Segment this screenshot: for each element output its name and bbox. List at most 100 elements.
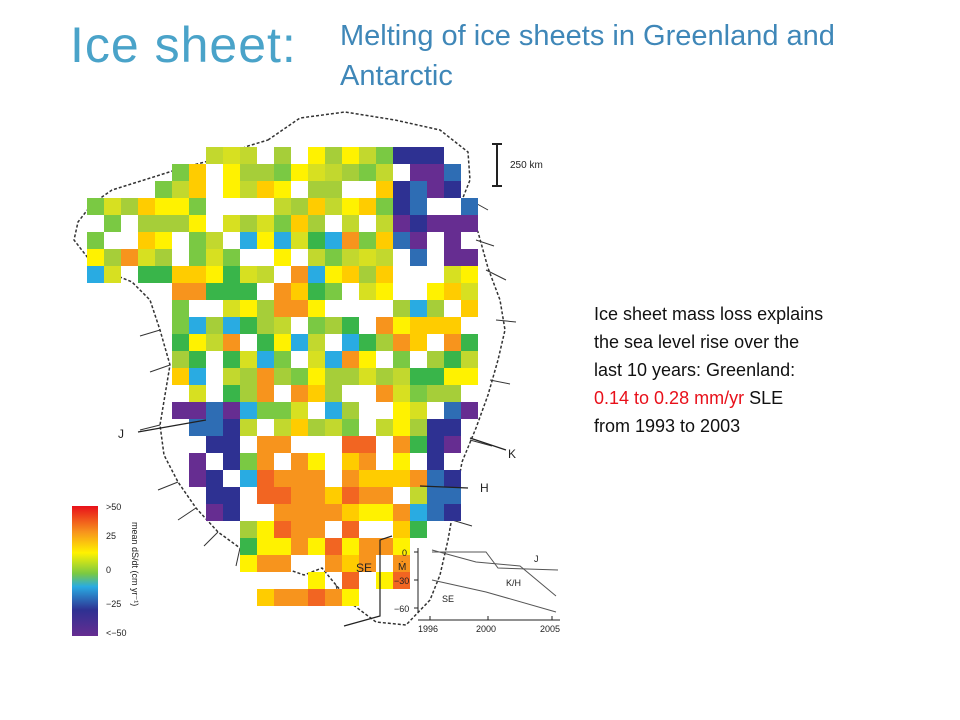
grid-cell <box>393 232 410 249</box>
grid-cell <box>461 266 478 283</box>
grid-cell <box>444 351 461 368</box>
grid-cell <box>257 538 274 555</box>
grid-cell <box>206 249 223 266</box>
grid-cell <box>257 334 274 351</box>
grid-cell <box>342 351 359 368</box>
grid-cell <box>325 589 342 606</box>
inset-series-se <box>431 579 557 613</box>
grid-cell <box>376 538 393 555</box>
grid-cell <box>274 589 291 606</box>
grid-cell <box>308 487 325 504</box>
grid-cell <box>274 402 291 419</box>
grid-cell <box>393 419 410 436</box>
grid-cell <box>257 470 274 487</box>
grid-cell <box>410 368 427 385</box>
grid-cell <box>342 317 359 334</box>
grid-cell <box>325 538 342 555</box>
grid-cell <box>444 487 461 504</box>
grid-cell <box>342 215 359 232</box>
grid-cell <box>376 181 393 198</box>
grid-cell <box>342 487 359 504</box>
grid-cell <box>393 504 410 521</box>
grid-cell <box>240 300 257 317</box>
inset-y-tick: 0 <box>402 548 407 558</box>
grid-cell <box>240 283 257 300</box>
grid-cell <box>172 334 189 351</box>
inset-x-tick: 1996 <box>418 624 438 634</box>
grid-cell <box>257 555 274 572</box>
grid-cell <box>308 147 325 164</box>
grid-cell <box>342 334 359 351</box>
grid-cell <box>291 368 308 385</box>
grid-cell <box>104 266 121 283</box>
grid-cell <box>393 215 410 232</box>
inset-series-label: J <box>534 554 539 564</box>
grid-cell <box>172 215 189 232</box>
grid-cell <box>427 436 444 453</box>
grid-cell <box>359 164 376 181</box>
grid-cell <box>274 334 291 351</box>
grid-cell <box>376 504 393 521</box>
grid-cell <box>376 283 393 300</box>
grid-cell <box>257 589 274 606</box>
grid-cell <box>189 402 206 419</box>
grid-cell <box>410 504 427 521</box>
grid-cell <box>342 504 359 521</box>
grid-cell <box>410 419 427 436</box>
grid-cell <box>410 232 427 249</box>
grid-cell <box>325 385 342 402</box>
grid-cell <box>223 351 240 368</box>
grid-cell <box>444 164 461 181</box>
region-label-se: SE <box>356 561 372 575</box>
grid-cell <box>325 181 342 198</box>
grid-cell <box>410 436 427 453</box>
grid-cell <box>393 470 410 487</box>
grid-cell <box>291 470 308 487</box>
grid-cell <box>410 487 427 504</box>
grid-cell <box>427 351 444 368</box>
grid-cell <box>308 504 325 521</box>
colorbar <box>72 506 98 636</box>
grid-cell <box>325 402 342 419</box>
grid-cell <box>444 266 461 283</box>
grid-cell <box>87 266 104 283</box>
grid-cell <box>461 249 478 266</box>
highlight-value: 0.14 to 0.28 mm/yr <box>594 388 745 408</box>
body-line: from 1993 to 2003 <box>594 416 741 436</box>
body-text: Ice sheet mass loss explains the sea lev… <box>594 300 914 440</box>
grid-cell <box>427 470 444 487</box>
grid-cell <box>291 164 308 181</box>
grid-cell <box>155 266 172 283</box>
inset-x-tick: 2005 <box>540 624 560 634</box>
grid-cell <box>189 266 206 283</box>
grid-cell <box>87 249 104 266</box>
grid-cell <box>342 572 359 589</box>
grid-cell <box>410 181 427 198</box>
grid-cell <box>274 232 291 249</box>
grid-cell <box>189 198 206 215</box>
slide-title: Ice sheet: <box>70 17 297 73</box>
grid-cell <box>308 249 325 266</box>
grid-cell <box>87 198 104 215</box>
grid-cell <box>393 198 410 215</box>
grid-cell <box>444 470 461 487</box>
grid-cell <box>274 147 291 164</box>
grid-cell <box>427 385 444 402</box>
colorbar-tick: >50 <box>106 502 121 512</box>
grid-cell <box>376 368 393 385</box>
colorbar-tick: <−50 <box>106 628 127 638</box>
grid-cell <box>240 232 257 249</box>
grid-cell <box>223 266 240 283</box>
grid-cell <box>359 487 376 504</box>
grid-cell <box>206 334 223 351</box>
grid-cell <box>376 198 393 215</box>
grid-cell <box>155 181 172 198</box>
grid-cell <box>223 402 240 419</box>
grid-cell <box>274 351 291 368</box>
grid-cell <box>427 317 444 334</box>
grid-cell <box>444 385 461 402</box>
grid-cell <box>240 521 257 538</box>
grid-cell <box>189 181 206 198</box>
grid-cell <box>274 504 291 521</box>
